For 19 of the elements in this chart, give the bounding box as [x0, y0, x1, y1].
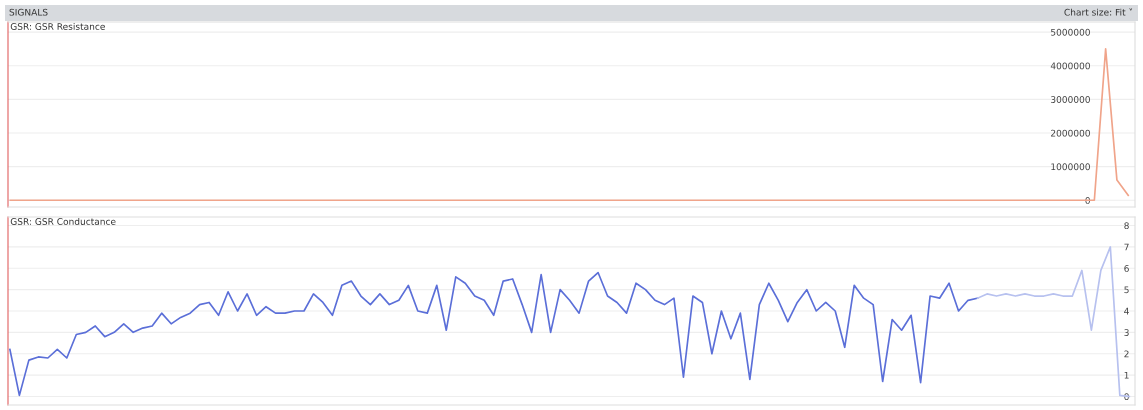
text: Chart size: Fit ˅ — [1064, 8, 1133, 16]
y-tick-label: 5 — [1124, 286, 1129, 294]
text: SIGNALS — [9, 8, 48, 16]
y-tick-label: 1000000 — [1051, 163, 1090, 171]
y-tick-label: 4000000 — [1050, 62, 1090, 70]
y-tick-label: 1 — [1124, 371, 1129, 379]
line-series — [9, 48, 1130, 202]
y-tick-label: 8 — [1124, 222, 1129, 230]
line-series — [9, 271, 979, 397]
y-tick-label: 4 — [1124, 307, 1129, 315]
y-tick-label: 7 — [1124, 243, 1129, 251]
chart-title: GSR: GSR Resistance — [10, 22, 105, 30]
y-tick-label: 2000000 — [1051, 129, 1090, 137]
y-tick-label: 5000000 — [1051, 28, 1090, 36]
y-tick-label: 3000000 — [1051, 96, 1090, 103]
y-tick-label: 2 — [1124, 350, 1129, 358]
y-tick-label: 3 — [1124, 329, 1129, 336]
y-tick-label: 6 — [1124, 265, 1129, 272]
chart-title: GSR: GSR Conductance — [10, 217, 116, 225]
